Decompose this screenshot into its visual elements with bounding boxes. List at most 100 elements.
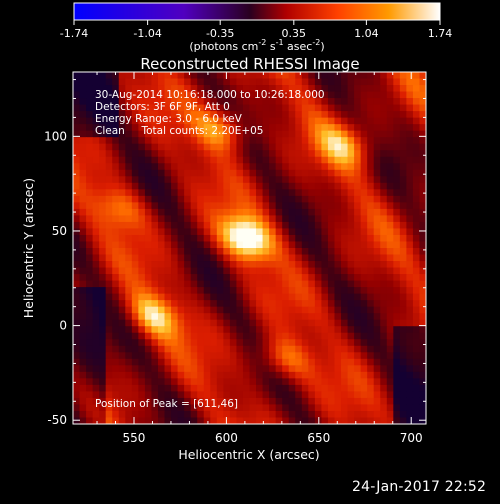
heatmap-cell bbox=[301, 404, 309, 412]
heatmap-cell bbox=[164, 287, 172, 295]
heatmap-cell bbox=[105, 326, 113, 334]
heatmap-cell bbox=[314, 85, 322, 92]
heatmap-cell bbox=[171, 248, 178, 255]
heatmap-cell bbox=[406, 261, 414, 268]
heatmap-cell bbox=[105, 306, 113, 314]
heatmap-cell bbox=[262, 345, 270, 353]
heatmap-cell bbox=[360, 280, 368, 288]
heatmap-cell bbox=[138, 150, 146, 158]
heatmap-cell bbox=[73, 248, 80, 255]
heatmap-cell bbox=[138, 195, 146, 203]
heatmap-cell bbox=[99, 339, 107, 347]
heatmap-cell bbox=[360, 332, 368, 340]
heatmap-cell bbox=[347, 85, 355, 92]
heatmap-cell bbox=[327, 300, 335, 308]
heatmap-cell bbox=[125, 345, 133, 353]
heatmap-cell bbox=[412, 293, 420, 301]
heatmap-cell bbox=[419, 72, 426, 79]
heatmap-cell bbox=[105, 352, 113, 360]
heatmap-cell bbox=[334, 397, 342, 405]
heatmap-cell bbox=[334, 72, 342, 79]
heatmap-cell bbox=[393, 254, 401, 262]
heatmap-cell bbox=[373, 163, 381, 171]
heatmap-cell bbox=[373, 169, 381, 177]
heatmap-cell bbox=[373, 332, 381, 340]
heatmap-cell bbox=[151, 182, 159, 190]
heatmap-cell bbox=[197, 306, 205, 314]
heatmap-cell bbox=[282, 78, 290, 86]
heatmap-cell bbox=[171, 111, 178, 119]
heatmap-cell bbox=[216, 156, 224, 164]
heatmap-cell bbox=[203, 397, 211, 405]
heatmap-cell bbox=[380, 410, 388, 418]
annotation-detectors: Detectors: 3F 6F 9F, Att 0 bbox=[95, 101, 230, 113]
heatmap-cell bbox=[269, 313, 277, 321]
heatmap-cell bbox=[203, 85, 211, 92]
heatmap-cell bbox=[393, 163, 401, 171]
heatmap-cell bbox=[295, 287, 303, 295]
heatmap-cell bbox=[157, 156, 165, 164]
heatmap-cell bbox=[360, 234, 368, 242]
heatmap-cell bbox=[144, 111, 152, 119]
heatmap-cell bbox=[86, 91, 94, 99]
heatmap-cell bbox=[406, 397, 414, 405]
heatmap-cell bbox=[288, 339, 296, 347]
heatmap-cell bbox=[386, 345, 394, 353]
heatmap-cell bbox=[190, 254, 198, 262]
heatmap-cell bbox=[223, 221, 231, 229]
heatmap-cell bbox=[190, 78, 198, 86]
heatmap-cell bbox=[347, 384, 355, 392]
heatmap-cell bbox=[275, 91, 283, 99]
heatmap-cell bbox=[177, 143, 185, 151]
heatmap-cell bbox=[269, 91, 277, 99]
heatmap-cell bbox=[190, 189, 198, 197]
heatmap-cell bbox=[419, 98, 426, 105]
heatmap-cell bbox=[105, 404, 113, 412]
heatmap-cell bbox=[190, 208, 198, 216]
heatmap-cell bbox=[229, 150, 237, 158]
heatmap-cell bbox=[334, 345, 342, 353]
heatmap-cell bbox=[288, 365, 296, 373]
heatmap-cell bbox=[341, 267, 348, 275]
colorbar-ticks: -1.74 -1.04 -0.35 0.35 1.04 1.74 bbox=[60, 20, 452, 40]
heatmap-cell bbox=[275, 208, 283, 216]
heatmap-cell bbox=[347, 293, 355, 301]
heatmap-cell bbox=[144, 417, 152, 424]
heatmap-cell bbox=[288, 234, 296, 242]
heatmap-cell bbox=[314, 150, 322, 158]
heatmap-cell bbox=[269, 397, 277, 405]
heatmap-cell bbox=[327, 371, 335, 379]
heatmap-cell bbox=[275, 234, 283, 242]
heatmap-cell bbox=[327, 91, 335, 99]
heatmap-cell bbox=[118, 274, 126, 281]
heatmap-cell bbox=[223, 274, 231, 281]
heatmap-cell bbox=[399, 248, 407, 255]
heatmap-cell bbox=[412, 98, 420, 105]
heatmap-cell bbox=[373, 391, 381, 399]
heatmap-cell bbox=[118, 124, 126, 132]
heatmap-cell bbox=[171, 241, 178, 249]
heatmap-cell bbox=[321, 397, 329, 405]
heatmap-cell bbox=[419, 241, 426, 249]
heatmap-cell bbox=[308, 280, 316, 288]
heatmap-cell bbox=[177, 124, 185, 132]
heatmap-cell bbox=[308, 287, 316, 295]
heatmap-cell bbox=[308, 163, 316, 171]
heatmap-cell bbox=[138, 352, 146, 360]
heatmap-cell bbox=[151, 234, 159, 242]
heatmap-cell bbox=[99, 176, 107, 184]
heatmap-cell bbox=[393, 137, 401, 145]
heatmap-cell bbox=[197, 98, 205, 105]
heatmap-cell bbox=[262, 254, 270, 262]
heatmap-cell bbox=[275, 111, 283, 119]
heatmap-cell bbox=[347, 332, 355, 340]
heatmap-cell bbox=[367, 339, 375, 347]
heatmap-cell bbox=[386, 254, 394, 262]
heatmap-cell bbox=[347, 137, 355, 145]
heatmap-cell bbox=[249, 287, 257, 295]
heatmap-cell bbox=[125, 176, 133, 184]
heatmap-cell bbox=[86, 332, 94, 340]
heatmap-cell bbox=[190, 228, 198, 236]
heatmap-cell bbox=[236, 150, 244, 158]
heatmap-cell bbox=[177, 234, 185, 242]
